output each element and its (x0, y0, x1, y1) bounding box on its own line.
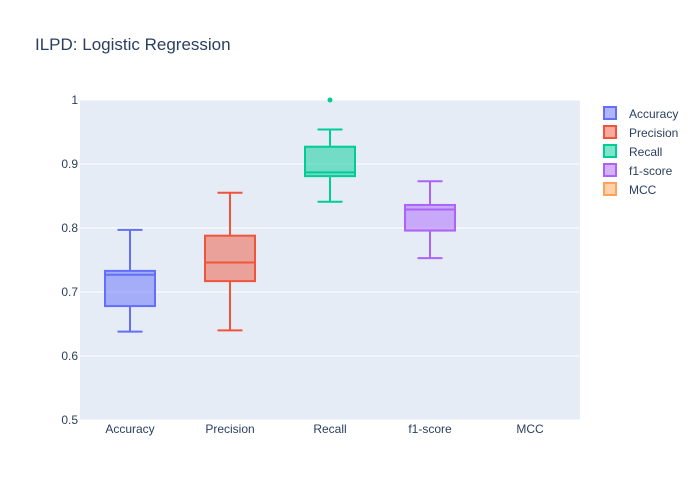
x-tick-label: Recall (313, 422, 346, 436)
legend-label: Recall (629, 145, 662, 159)
box-Precision (204, 191, 256, 332)
y-tick-label: 0.9 (61, 157, 78, 171)
legend-label: Accuracy (629, 107, 678, 121)
legend-swatch (603, 106, 617, 120)
chart-title: ILPD: Logistic Regression (35, 35, 231, 54)
outlier-point (327, 97, 333, 103)
x-tick-label: MCC (516, 422, 544, 436)
legend-item-f1-score[interactable]: f1-score (603, 163, 673, 178)
x-tick-label: Precision (205, 422, 254, 436)
legend-label: Precision (629, 126, 678, 140)
y-axis-ticks: 0.5 0.6 0.7 0.8 0.9 1 (61, 93, 78, 427)
box-Accuracy (104, 228, 156, 333)
y-tick-label: 0.5 (61, 413, 78, 427)
legend-swatch (603, 182, 617, 196)
x-axis-ticks: Accuracy Precision Recall f1-score MCC (105, 422, 544, 436)
y-tick-label: 0.6 (61, 349, 78, 363)
legend-item-Precision[interactable]: Precision (603, 125, 678, 140)
legend-swatch (603, 125, 617, 139)
legend-item-Recall[interactable]: Recall (603, 144, 662, 159)
box-iqr (304, 145, 356, 178)
x-tick-label: Accuracy (105, 422, 154, 436)
box-Recall (304, 97, 356, 203)
boxes (104, 97, 456, 333)
y-tick-label: 0.7 (61, 285, 78, 299)
y-tick-label: 0.8 (61, 221, 78, 235)
legend-swatch (603, 144, 617, 158)
box-iqr (204, 234, 256, 283)
legend[interactable]: Accuracy Precision Recall f1-score MCC (603, 106, 678, 197)
x-tick-label: f1-score (408, 422, 452, 436)
legend-label: MCC (629, 183, 657, 197)
legend-item-MCC[interactable]: MCC (603, 182, 657, 197)
legend-item-Accuracy[interactable]: Accuracy (603, 106, 678, 121)
box-f1-score (404, 180, 456, 260)
y-tick-label: 1 (71, 93, 78, 107)
legend-label: f1-score (629, 164, 673, 178)
box-iqr (104, 269, 156, 308)
legend-swatch (603, 163, 617, 177)
